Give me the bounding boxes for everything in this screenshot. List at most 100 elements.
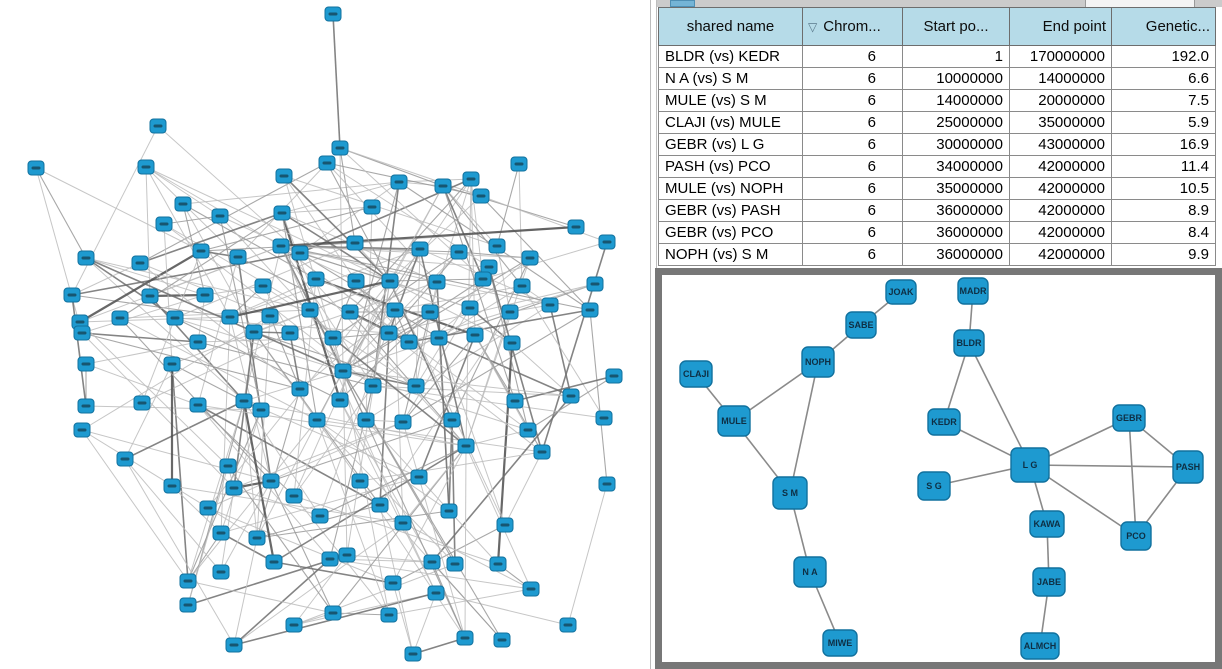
cell-genetic-distance[interactable]: 7.5	[1111, 89, 1216, 112]
network-node[interactable]	[281, 325, 299, 341]
network-node[interactable]	[291, 245, 309, 261]
network-node[interactable]	[324, 605, 342, 621]
network-node[interactable]	[480, 259, 498, 275]
cell-chromosome[interactable]: 6	[802, 67, 903, 90]
cell-chromosome[interactable]: 6	[802, 221, 903, 244]
cell-end-point[interactable]: 42000000	[1009, 221, 1112, 244]
cell-chromosome[interactable]: 6	[802, 133, 903, 156]
table-row[interactable]: MULE (vs) NOPH 6 35000000 42000000 10.5	[658, 177, 1216, 200]
network-node[interactable]	[163, 356, 181, 372]
network-node[interactable]	[347, 273, 365, 289]
network-node[interactable]	[472, 188, 490, 204]
network-node[interactable]	[73, 325, 91, 341]
network-node[interactable]	[598, 476, 616, 492]
table-row[interactable]: NOPH (vs) S M 6 36000000 42000000 9.9	[658, 243, 1216, 266]
cell-start-point[interactable]: 34000000	[902, 155, 1010, 178]
network-node[interactable]	[318, 155, 336, 171]
network-node[interactable]	[466, 327, 484, 343]
cell-genetic-distance[interactable]: 5.9	[1111, 111, 1216, 134]
network-node[interactable]	[334, 363, 352, 379]
network-node[interactable]	[503, 335, 521, 351]
network-node[interactable]	[338, 547, 356, 563]
network-node[interactable]	[428, 274, 446, 290]
network-node[interactable]	[496, 517, 514, 533]
network-node[interactable]	[501, 304, 519, 320]
network-node[interactable]	[450, 244, 468, 260]
node-MULE[interactable]: MULE	[717, 405, 751, 437]
cell-start-point[interactable]: 30000000	[902, 133, 1010, 156]
cell-end-point[interactable]: 20000000	[1009, 89, 1112, 112]
cell-genetic-distance[interactable]: 8.4	[1111, 221, 1216, 244]
network-node[interactable]	[189, 397, 207, 413]
network-node[interactable]	[225, 480, 243, 496]
node-MADR[interactable]: MADR	[957, 277, 989, 305]
network-node[interactable]	[461, 300, 479, 316]
network-node[interactable]	[111, 310, 129, 326]
network-node[interactable]	[179, 597, 197, 613]
cell-shared-name[interactable]: N A (vs) S M	[658, 67, 803, 90]
cell-genetic-distance[interactable]: 6.6	[1111, 67, 1216, 90]
cell-shared-name[interactable]: BLDR (vs) KEDR	[658, 45, 803, 68]
cell-shared-name[interactable]: MULE (vs) NOPH	[658, 177, 803, 200]
cell-shared-name[interactable]: GEBR (vs) L G	[658, 133, 803, 156]
network-node[interactable]	[456, 630, 474, 646]
node-JABE[interactable]: JABE	[1032, 567, 1066, 597]
node-SABE[interactable]: SABE	[845, 311, 877, 339]
cell-start-point[interactable]: 35000000	[902, 177, 1010, 200]
cell-shared-name[interactable]: NOPH (vs) S M	[658, 243, 803, 266]
network-node[interactable]	[493, 632, 511, 648]
network-edge[interactable]	[789, 361, 819, 494]
network-node[interactable]	[131, 255, 149, 271]
network-node[interactable]	[77, 356, 95, 372]
network-node[interactable]	[324, 330, 342, 346]
column-header-start-point[interactable]: Start po...	[902, 7, 1010, 46]
network-node[interactable]	[133, 395, 151, 411]
cell-end-point[interactable]: 170000000	[1009, 45, 1112, 68]
network-node[interactable]	[506, 393, 524, 409]
network-node[interactable]	[381, 273, 399, 289]
network-node[interactable]	[229, 249, 247, 265]
cell-shared-name[interactable]: PASH (vs) PCO	[658, 155, 803, 178]
cell-genetic-distance[interactable]: 9.9	[1111, 243, 1216, 266]
node-GEBR[interactable]: GEBR	[1112, 404, 1146, 432]
node-ALMCH[interactable]: ALMCH	[1020, 632, 1060, 660]
network-node[interactable]	[199, 500, 217, 516]
network-node[interactable]	[63, 287, 81, 303]
network-node[interactable]	[410, 469, 428, 485]
network-node[interactable]	[513, 278, 531, 294]
network-node[interactable]	[308, 412, 326, 428]
cell-chromosome[interactable]: 6	[802, 155, 903, 178]
network-node[interactable]	[519, 422, 537, 438]
cell-shared-name[interactable]: GEBR (vs) PASH	[658, 199, 803, 222]
network-node[interactable]	[390, 174, 408, 190]
network-node[interactable]	[137, 159, 155, 175]
network-node[interactable]	[341, 304, 359, 320]
network-node[interactable]	[77, 250, 95, 266]
node-CLAJI[interactable]: CLAJI	[679, 360, 713, 388]
cell-start-point[interactable]: 36000000	[902, 243, 1010, 266]
network-node[interactable]	[166, 310, 184, 326]
network-node[interactable]	[443, 412, 461, 428]
network-node[interactable]	[394, 414, 412, 430]
cell-genetic-distance[interactable]: 11.4	[1111, 155, 1216, 178]
cell-chromosome[interactable]: 6	[802, 199, 903, 222]
network-node[interactable]	[149, 118, 167, 134]
cell-end-point[interactable]: 42000000	[1009, 177, 1112, 200]
network-node[interactable]	[394, 515, 412, 531]
network-node[interactable]	[307, 271, 325, 287]
network-node[interactable]	[212, 525, 230, 541]
network-node[interactable]	[434, 178, 452, 194]
cell-end-point[interactable]: 42000000	[1009, 199, 1112, 222]
table-row[interactable]: BLDR (vs) KEDR 6 1 170000000 192.0	[658, 45, 1216, 68]
network-node[interactable]	[301, 302, 319, 318]
cell-end-point[interactable]: 43000000	[1009, 133, 1112, 156]
network-edge[interactable]	[1029, 464, 1189, 468]
network-node[interactable]	[331, 140, 349, 156]
column-header-genetic[interactable]: Genetic...	[1111, 7, 1216, 46]
network-node[interactable]	[541, 297, 559, 313]
network-node[interactable]	[598, 234, 616, 250]
network-node[interactable]	[179, 573, 197, 589]
cell-start-point[interactable]: 25000000	[902, 111, 1010, 134]
network-node[interactable]	[488, 238, 506, 254]
network-node[interactable]	[457, 438, 475, 454]
